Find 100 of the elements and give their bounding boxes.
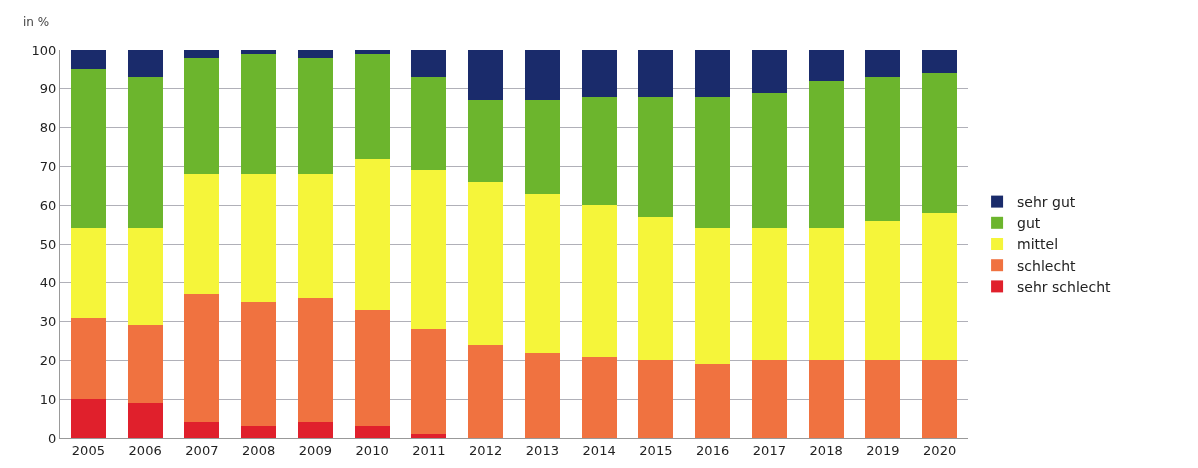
bar (751, 50, 787, 93)
bar (922, 50, 958, 74)
bar (468, 344, 504, 438)
bar (468, 181, 504, 345)
bar (184, 174, 220, 295)
bar (354, 50, 390, 54)
bar (127, 403, 163, 438)
bar (695, 50, 731, 97)
bar (524, 193, 560, 353)
x-tick-label: 2011 (412, 442, 446, 458)
x-tick-label: 2005 (71, 442, 105, 458)
bar (127, 325, 163, 404)
bar (865, 220, 901, 361)
x-tick-label: 2013 (525, 442, 559, 458)
bar (70, 399, 106, 438)
bar (241, 53, 277, 175)
x-tick-label: 2010 (355, 442, 389, 458)
bar (297, 174, 333, 299)
bar (70, 50, 106, 70)
y-tick-label: 70 (39, 158, 57, 174)
y-tick-label: 60 (39, 197, 57, 213)
y-tick-label: 10 (39, 391, 57, 407)
y-tick-label: 40 (39, 275, 57, 291)
y-tick-label: 0 (48, 430, 57, 446)
x-tick-label: 2007 (185, 442, 219, 458)
bar (865, 360, 901, 438)
y-tick-label: 30 (39, 314, 57, 330)
bar (468, 100, 504, 182)
bar (127, 77, 163, 229)
bar (524, 352, 560, 438)
bar (524, 50, 560, 101)
x-tick-label: 2012 (469, 442, 503, 458)
bar (865, 77, 901, 221)
x-tick-label: 2009 (298, 442, 332, 458)
bar (638, 360, 674, 438)
bar (581, 50, 617, 97)
bar (411, 77, 447, 171)
bar (468, 50, 504, 101)
bar (297, 57, 333, 175)
bar (922, 73, 958, 213)
bar (354, 426, 390, 438)
bar (354, 158, 390, 310)
x-tick-label: 2017 (752, 442, 786, 458)
bar (751, 228, 787, 361)
bar (524, 100, 560, 194)
bar (808, 81, 844, 229)
bar (354, 309, 390, 427)
bar (70, 317, 106, 400)
bar (638, 216, 674, 361)
x-tick-label: 2018 (809, 442, 843, 458)
bar (808, 228, 844, 361)
bar (411, 50, 447, 78)
x-tick-label: 2014 (582, 442, 616, 458)
bar (411, 329, 447, 435)
bar (638, 50, 674, 97)
x-tick-label: 2006 (128, 442, 162, 458)
bar (695, 228, 731, 365)
bar (241, 426, 277, 438)
legend-label: sehr schlecht (1017, 278, 1111, 295)
y-tick-label: 50 (39, 236, 57, 252)
x-tick-label: 2008 (242, 442, 276, 458)
bar (184, 294, 220, 423)
y-tick-label: 90 (39, 81, 57, 97)
bar (127, 50, 163, 78)
bar (581, 356, 617, 438)
bar (695, 96, 731, 229)
x-tick-label: 2019 (866, 442, 900, 458)
legend-label: mittel (1017, 236, 1059, 253)
bar (808, 50, 844, 82)
bar (70, 228, 106, 318)
x-tick-label: 2016 (696, 442, 730, 458)
bar (184, 422, 220, 438)
bar (638, 96, 674, 217)
bar (70, 69, 106, 229)
x-tick-label: 2020 (923, 442, 957, 458)
y-tick-label: 20 (39, 352, 57, 368)
bar (808, 360, 844, 438)
bar (922, 212, 958, 361)
bar (297, 50, 333, 58)
bar (581, 205, 617, 357)
bar (297, 298, 333, 423)
legend-label: sehr gut (1017, 194, 1076, 211)
bar (241, 50, 277, 54)
bar (184, 57, 220, 175)
bar (922, 360, 958, 438)
bar (297, 422, 333, 438)
bar (127, 228, 163, 326)
legend-label: schlecht (1017, 257, 1077, 274)
y-axis-title: in % (23, 15, 50, 29)
bar (581, 96, 617, 206)
bar (751, 92, 787, 229)
y-tick-label: 100 (31, 42, 57, 58)
bar (751, 360, 787, 438)
legend-label: gut (1017, 215, 1041, 232)
bar (354, 53, 390, 159)
bar (184, 50, 220, 58)
bar (411, 170, 447, 330)
bar (241, 302, 277, 427)
bar (695, 364, 731, 438)
x-tick-label: 2015 (639, 442, 673, 458)
